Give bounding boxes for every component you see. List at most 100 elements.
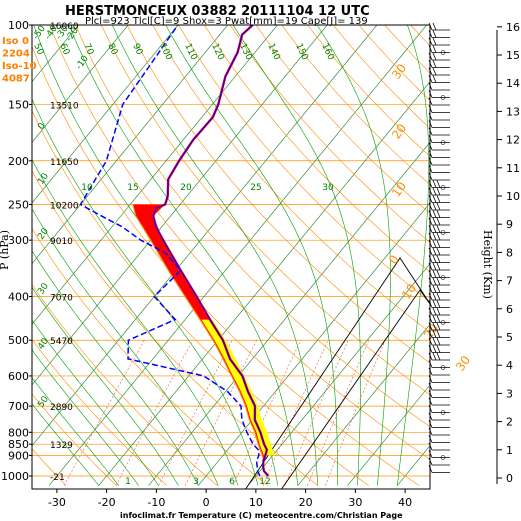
y-tick-label: 150	[8, 98, 29, 111]
wind-barb-feather	[428, 262, 433, 271]
wind-barb-feather	[428, 232, 433, 241]
moist-adiabat	[68, 25, 299, 486]
wind-barb-feather	[432, 307, 437, 316]
wind-barb-feather	[428, 240, 433, 248]
wind-barb-feather	[436, 217, 441, 226]
wind-barb-feather	[436, 195, 441, 203]
moist-adiabat	[32, 349, 139, 486]
height-tick-label: 1	[506, 444, 513, 457]
calm-marker	[440, 230, 446, 235]
wind-barb-feather	[428, 30, 433, 38]
moist-adiabat-label: 15	[127, 183, 138, 193]
height-axis-label: Height (Km)	[481, 230, 494, 299]
calm-marker	[440, 185, 446, 190]
height-scale-lines	[245, 257, 430, 489]
wind-barb-feather	[436, 285, 441, 293]
dry-adiabat	[152, 25, 430, 333]
wind-barb-feather	[428, 37, 433, 46]
wind-barb-feather	[428, 60, 433, 68]
wind-barb-feather	[428, 345, 433, 353]
isotherm-line	[98, 81, 430, 486]
wind-barb-feather	[432, 52, 437, 61]
wind-barb-feather	[428, 450, 433, 458]
dry-adiabat	[32, 170, 319, 486]
mixing-ratio-line	[262, 340, 329, 486]
height-scale-label: 20	[389, 121, 409, 142]
y-tick-label: 1000	[1, 470, 29, 483]
dry-adiabat-label: 160	[319, 42, 335, 62]
moist-adiabat	[32, 319, 159, 486]
wind-barb-feather	[436, 187, 441, 196]
height-tick-label: 8	[506, 246, 513, 259]
x-tick-label: -30	[48, 496, 66, 509]
wind-barb-feather	[428, 247, 433, 256]
dry-adiabat	[32, 284, 218, 486]
moist-adiabat	[232, 25, 361, 486]
moist-adiabat-label: 10	[81, 183, 93, 193]
level-height-label: 16060	[50, 22, 79, 32]
wind-barb-feather	[428, 180, 433, 188]
calm-marker	[440, 410, 446, 415]
mixing-ratio-line	[284, 340, 349, 486]
dry-adiabat	[255, 25, 430, 214]
mixing-ratio-line	[63, 340, 145, 486]
freezing-level-value: 4087	[2, 74, 30, 85]
wind-barb-feather	[428, 382, 433, 391]
mixing-ratio-line	[307, 340, 370, 486]
wind-barb-feather	[436, 225, 441, 233]
wind-barb-feather	[428, 187, 433, 196]
wind-barb-feather	[432, 67, 437, 76]
height-tick-label: 2	[506, 416, 513, 429]
level-height-label: 7070	[50, 294, 73, 304]
wind-barb-feather	[428, 105, 433, 113]
height-scale-label: 30	[389, 61, 409, 82]
mixing-ratio-line	[184, 340, 257, 486]
dry-adiabat	[32, 448, 67, 486]
height-scale-label: 10	[389, 179, 409, 200]
wind-barb-feather	[428, 412, 433, 421]
wind-barb-feather	[428, 427, 433, 436]
isotherm-line	[32, 25, 278, 325]
wind-barb-feather	[436, 255, 441, 263]
moist-adiabat-label: 30	[322, 183, 334, 193]
moist-adiabat	[32, 403, 100, 486]
height-tick-label: 10	[506, 190, 520, 203]
dry-adiabat-label: 60	[57, 42, 71, 57]
wind-barb-feather	[432, 292, 437, 301]
wind-barb-feather	[428, 465, 433, 473]
wind-barb-feather	[428, 225, 433, 233]
wind-barb-feather	[428, 97, 433, 106]
wind-barb-feather	[428, 300, 433, 308]
x-tick-label: 20	[299, 496, 313, 509]
isotherm-line	[48, 25, 427, 486]
mixing-ratio-line	[115, 340, 193, 486]
isotherm-label: 10	[36, 171, 51, 186]
wind-barb-feather	[428, 420, 433, 428]
level-height-label: 10200	[50, 201, 79, 211]
level-height-label: 5470	[50, 337, 73, 347]
wind-barb-feather	[432, 255, 437, 263]
height-tick-label: 12	[506, 134, 520, 147]
moist-adiabat	[397, 25, 430, 486]
height-tick-label: 0	[506, 472, 513, 485]
wind-barb-feather	[432, 45, 437, 53]
wind-barb-feather	[436, 345, 441, 353]
isotherm-line	[32, 25, 328, 386]
dry-adiabat	[384, 25, 430, 74]
isotherm-line	[148, 141, 430, 486]
level-height-label: -21	[50, 473, 65, 483]
dry-adiabat	[101, 25, 430, 395]
wind-barb-feather	[428, 217, 433, 226]
mixing-ratio-label: 1	[125, 477, 131, 487]
height-scale-label: 10	[399, 281, 419, 302]
dry-adiabat-label: 120	[209, 42, 225, 62]
wind-barb-feather	[428, 52, 433, 61]
dry-adiabat	[32, 393, 117, 486]
y-tick-label: 850	[8, 438, 29, 451]
wind-barb-feather	[432, 225, 437, 233]
calm-marker	[440, 95, 446, 100]
wind-barb-feather	[432, 22, 437, 31]
wind-barb-feather	[428, 165, 433, 173]
y-tick-label: 250	[8, 198, 29, 211]
